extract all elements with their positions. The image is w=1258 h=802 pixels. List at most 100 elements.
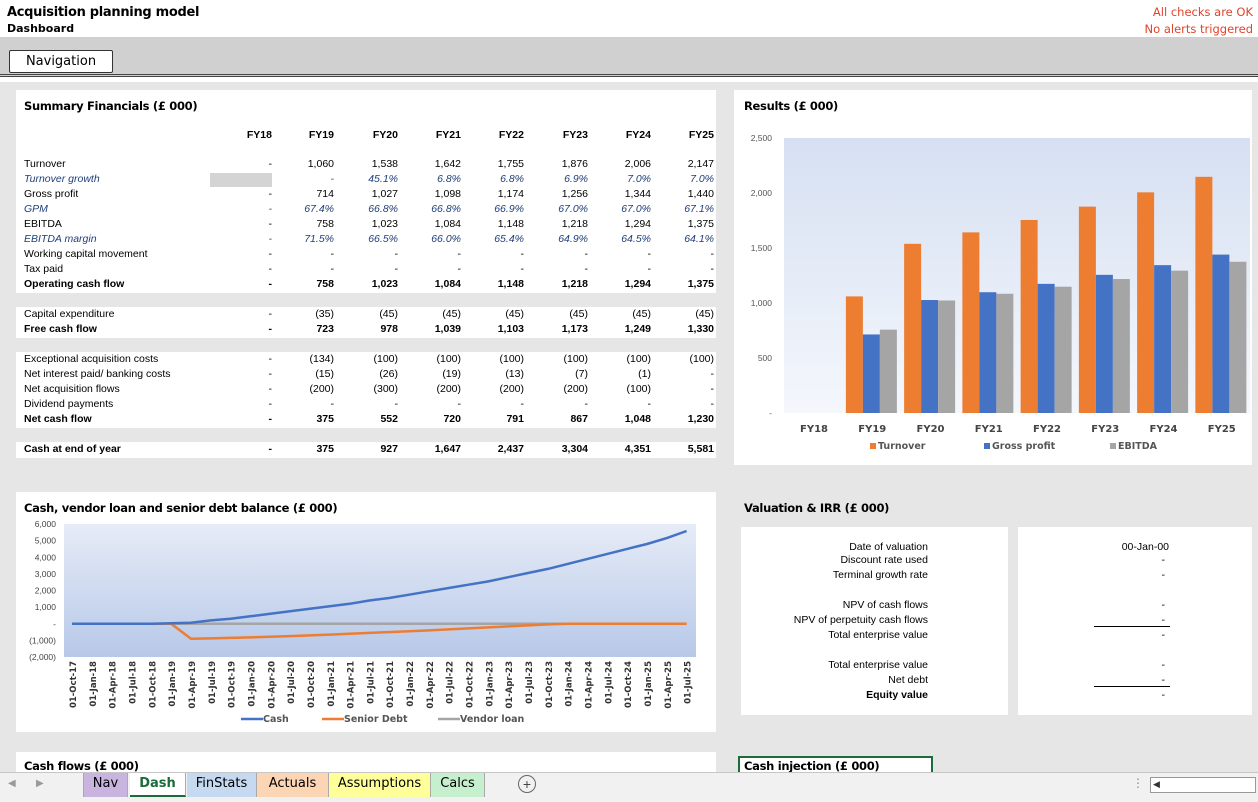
row-value: 65.4% xyxy=(494,233,524,245)
row-value: 66.9% xyxy=(494,203,524,215)
table-row: EBITDA - 758 1,023 1,084 1,148 1,218 1,294 1,375 xyxy=(24,218,714,233)
row-value: 1,642 xyxy=(434,158,461,170)
row-value: 1,538 xyxy=(371,158,398,170)
row-value: 1,148 xyxy=(497,278,524,290)
bar-turnover xyxy=(845,296,863,413)
y-tick-label: 5,000 xyxy=(35,536,57,546)
row-value: 720 xyxy=(443,413,461,425)
x-tick-label: 01-Jul-25 xyxy=(684,661,694,704)
row-value: 7.0% xyxy=(690,173,714,185)
valuation-label: NPV of cash flows xyxy=(842,599,928,611)
row-value: - xyxy=(584,263,589,275)
x-tick-label: 01-Jan-22 xyxy=(406,661,416,707)
x-tick-label: 01-Jul-18 xyxy=(128,661,138,704)
scrollbar-left-arrow-icon[interactable]: ◀ xyxy=(1153,779,1160,789)
year-header: FY21 xyxy=(435,129,461,141)
row-value: 1,647 xyxy=(434,443,461,455)
plot-area xyxy=(64,524,696,657)
row-value: (134) xyxy=(309,353,334,365)
row-value: 791 xyxy=(506,413,524,425)
tab-finstats[interactable]: FinStats xyxy=(187,773,257,797)
row-label: Turnover growth xyxy=(24,173,100,185)
tab-actuals[interactable]: Actuals xyxy=(257,773,329,797)
y-tick-label: 1,500 xyxy=(751,243,773,253)
underline xyxy=(1094,686,1170,687)
row-value: 867 xyxy=(570,413,588,425)
scroll-left-icon[interactable]: ◀ xyxy=(8,778,16,789)
tab-calcs[interactable]: Calcs xyxy=(431,773,485,797)
row-value: - xyxy=(394,263,399,275)
row-label: Net acquisition flows xyxy=(24,383,120,395)
x-tick-label: 01-Jul-22 xyxy=(446,661,456,704)
bar-gross-profit xyxy=(1095,274,1113,413)
row-value: (100) xyxy=(626,353,651,365)
valuation-value: - xyxy=(1161,614,1166,626)
row-value: - xyxy=(330,173,335,185)
row-value: 1,218 xyxy=(561,278,588,290)
row-label: Dividend payments xyxy=(24,398,114,410)
row-value: 1,103 xyxy=(497,323,524,335)
x-tick-label: 01-Oct-24 xyxy=(624,661,634,708)
row-value: - xyxy=(457,248,462,260)
row-value: - xyxy=(457,398,462,410)
valuation-value: - xyxy=(1161,554,1166,566)
row-value: - xyxy=(584,248,589,260)
x-tick-label: 01-Jul-24 xyxy=(604,661,614,704)
bar-gross-profit xyxy=(1037,283,1055,413)
x-tick-label: FY18 xyxy=(800,424,828,435)
row-value: 1,060 xyxy=(307,158,334,170)
row-label: EBITDA margin xyxy=(24,233,97,245)
cash-injection-panel[interactable] xyxy=(738,756,933,772)
row-value: 375 xyxy=(316,413,334,425)
row-label: Operating cash flow xyxy=(24,278,125,290)
row-value: - xyxy=(268,233,273,245)
nav-bar: Navigation xyxy=(0,37,1258,77)
valuation-label: Equity value xyxy=(866,689,928,701)
row-value: (45) xyxy=(632,308,651,320)
row-value: - xyxy=(268,413,273,425)
row-value: 375 xyxy=(316,443,334,455)
row-value: - xyxy=(647,248,652,260)
row-value: 1,249 xyxy=(624,323,651,335)
page-subtitle: Dashboard xyxy=(7,22,75,35)
tab-assumptions[interactable]: Assumptions xyxy=(329,773,431,797)
bar-gross-profit xyxy=(1212,254,1230,413)
y-tick-label: 3,000 xyxy=(35,569,57,579)
horizontal-scrollbar[interactable]: ◀ xyxy=(1150,777,1256,793)
valuation-value: - xyxy=(1161,674,1166,686)
x-tick-label: 01-Oct-19 xyxy=(228,661,238,708)
more-options-icon[interactable]: ⋮ xyxy=(1132,776,1144,790)
row-value: - xyxy=(647,398,652,410)
x-tick-label: FY20 xyxy=(917,424,945,435)
x-tick-label: 01-Apr-20 xyxy=(267,661,277,709)
x-tick-label: 01-Jul-20 xyxy=(287,661,297,704)
row-value: (200) xyxy=(499,383,524,395)
valuation-value: - xyxy=(1161,569,1166,581)
scroll-right-icon[interactable]: ▶ xyxy=(36,778,44,789)
row-value: - xyxy=(268,368,273,380)
selected-cell[interactable] xyxy=(210,173,272,187)
row-value: - xyxy=(647,263,652,275)
valuation-labels-box xyxy=(741,527,1008,715)
row-value: 1,330 xyxy=(687,323,714,335)
balance-title: Cash, vendor loan and senior debt balanc… xyxy=(24,501,338,515)
row-value: - xyxy=(710,368,715,380)
row-value: (26) xyxy=(379,368,398,380)
row-value: 64.5% xyxy=(621,233,651,245)
table-row: Capital expenditure - (35) (45) (45) (45) (45)… xyxy=(24,308,714,323)
row-value: (35) xyxy=(315,308,334,320)
row-value: (100) xyxy=(563,353,588,365)
row-value: 1,048 xyxy=(624,413,651,425)
row-label: Exceptional acquisition costs xyxy=(24,353,159,365)
row-value: 758 xyxy=(316,218,334,230)
tab-nav[interactable]: Nav xyxy=(83,773,128,797)
cash-flows-panel xyxy=(16,752,716,772)
table-row: Net cash flow - 375 552 720 791 867 1,048 1,230 xyxy=(24,413,714,428)
page-title: Acquisition planning model xyxy=(7,5,200,20)
row-value: - xyxy=(268,158,273,170)
tab-dash[interactable]: Dash xyxy=(130,773,186,797)
row-value: 64.1% xyxy=(684,233,714,245)
navigation-button[interactable]: Navigation xyxy=(9,50,113,73)
add-sheet-icon[interactable]: + xyxy=(518,775,536,793)
